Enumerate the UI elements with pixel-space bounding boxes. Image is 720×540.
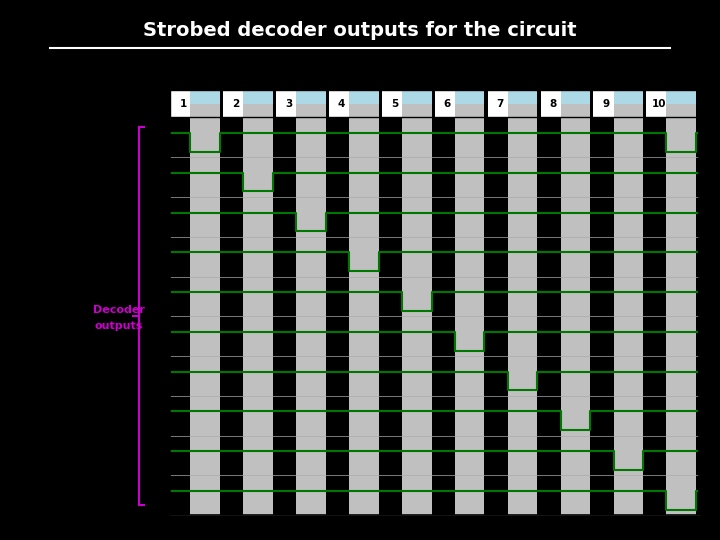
Bar xyxy=(349,90,379,104)
Bar xyxy=(561,90,590,104)
Bar xyxy=(243,90,273,515)
Bar xyxy=(455,90,485,104)
Bar xyxy=(613,90,643,515)
Text: 2: 2 xyxy=(233,98,240,109)
Bar xyxy=(223,90,243,117)
Bar xyxy=(382,90,402,117)
Bar xyxy=(435,90,455,117)
Bar xyxy=(190,90,220,515)
Text: $\overline{1}$: $\overline{1}$ xyxy=(158,170,166,185)
Text: 6: 6 xyxy=(444,98,451,109)
Text: 5: 5 xyxy=(391,98,398,109)
Bar xyxy=(329,90,349,117)
Text: CLK/STROBE: CLK/STROBE xyxy=(99,98,166,109)
Bar xyxy=(243,90,273,104)
Text: 4: 4 xyxy=(338,98,346,109)
Bar xyxy=(561,90,590,515)
Bar xyxy=(613,90,643,104)
Text: 7: 7 xyxy=(497,98,504,109)
Bar xyxy=(647,90,667,117)
Text: 1: 1 xyxy=(179,98,186,109)
Bar xyxy=(667,90,696,104)
Text: $\overline{7}$: $\overline{7}$ xyxy=(158,408,166,423)
Text: 3: 3 xyxy=(285,98,292,109)
Bar xyxy=(508,90,537,104)
Bar xyxy=(455,90,485,515)
Bar xyxy=(402,90,431,515)
Bar xyxy=(296,90,326,104)
Text: $\overline{4}$: $\overline{4}$ xyxy=(158,289,166,304)
Bar xyxy=(296,90,326,515)
Text: $\overline{2}$: $\overline{2}$ xyxy=(158,210,166,224)
Bar xyxy=(171,90,699,515)
Bar xyxy=(171,90,190,117)
Text: 8: 8 xyxy=(549,98,557,109)
Bar xyxy=(593,90,613,117)
Bar xyxy=(508,90,537,515)
Text: $\overline{6}$: $\overline{6}$ xyxy=(158,369,166,383)
Text: Decoder: Decoder xyxy=(93,305,145,315)
Text: 9: 9 xyxy=(603,98,610,109)
Text: $\overline{0}$: $\overline{0}$ xyxy=(158,130,166,145)
Bar xyxy=(190,90,220,104)
Text: $\overline{3}$: $\overline{3}$ xyxy=(158,249,166,264)
Text: outputs: outputs xyxy=(94,321,143,331)
Text: Strobed decoder outputs for the circuit: Strobed decoder outputs for the circuit xyxy=(143,22,577,40)
Bar xyxy=(667,90,696,515)
Bar xyxy=(276,90,296,117)
Text: $\overline{9}$: $\overline{9}$ xyxy=(158,488,166,503)
Bar xyxy=(171,90,699,117)
Text: 10: 10 xyxy=(652,98,666,109)
Bar xyxy=(541,90,561,117)
Bar xyxy=(487,90,508,117)
Bar xyxy=(349,90,379,515)
Text: $\overline{5}$: $\overline{5}$ xyxy=(158,329,166,343)
Text: $\overline{8}$: $\overline{8}$ xyxy=(158,448,166,463)
Bar xyxy=(402,90,431,104)
